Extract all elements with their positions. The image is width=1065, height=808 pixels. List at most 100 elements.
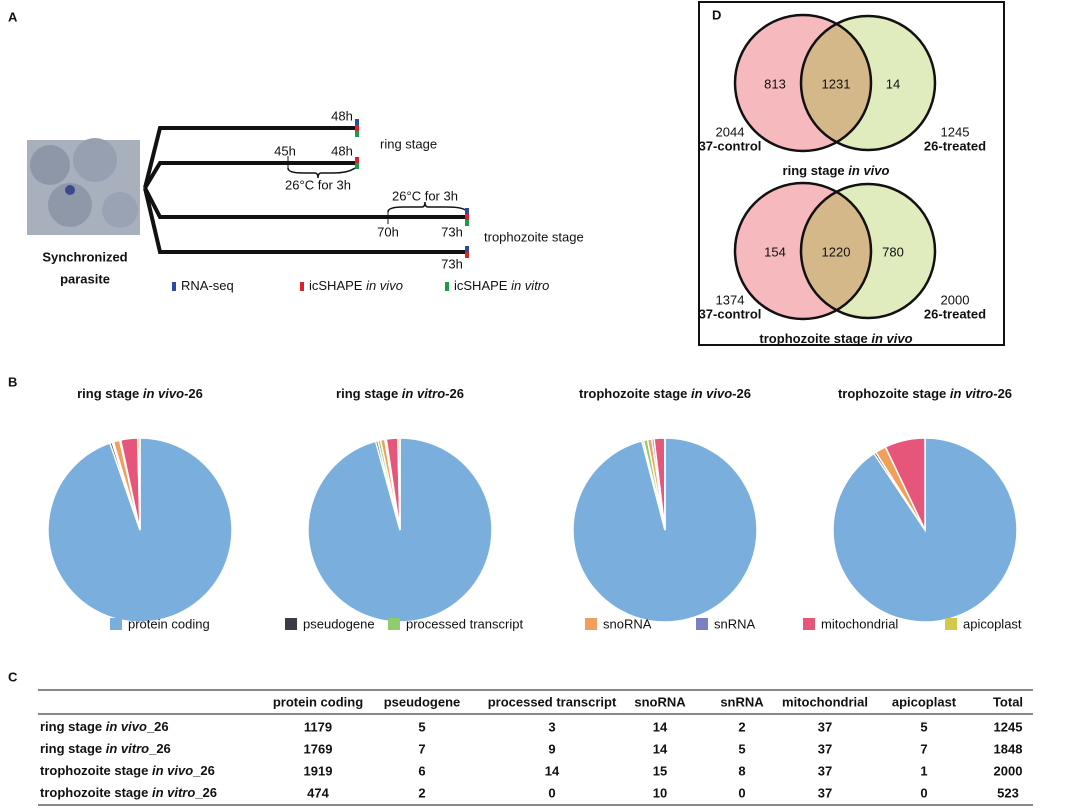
legend-label: icSHAPE in vitro — [454, 278, 549, 293]
table-cell: 15 — [653, 763, 667, 778]
venn-count: 1220 — [822, 244, 851, 259]
table-cell: 0 — [920, 785, 927, 800]
venn-caption-part: in vivo — [871, 331, 912, 346]
legend-label: mitochondrial — [821, 616, 898, 631]
row-label: ring stage in vivo_26 — [40, 719, 169, 734]
legend-label-part: in vivo — [366, 278, 403, 293]
diagram-label: 48h — [331, 143, 353, 158]
diagram-label: 48h — [331, 108, 353, 123]
table-header: protein coding — [273, 694, 363, 709]
diagram-label: trophozoite stage — [484, 229, 584, 244]
table-cell: 37 — [818, 785, 832, 800]
diagram-label: 45h — [274, 143, 296, 158]
chart-title-part: trophozoite stage — [579, 386, 691, 401]
chart-title-part: in vitro — [950, 386, 993, 401]
diagram-label: 73h — [441, 256, 463, 271]
legend-label: icSHAPE in vivo — [309, 278, 403, 293]
legend-label: RNA-seq — [181, 278, 234, 293]
chart-title-part: in vivo — [691, 386, 732, 401]
legend-swatch — [803, 618, 815, 630]
venn-count: 780 — [882, 244, 904, 259]
content: A B C D 48h 45h 48h 26°C for 3h ring stage 26°C f… — [8, 7, 1033, 806]
venn-caption: trophozoite stage in vivo — [759, 331, 912, 346]
table-cell: 1919 — [304, 763, 333, 778]
table-cell: 1245 — [994, 719, 1023, 734]
venn-set: 26-treated — [924, 138, 986, 153]
venn-box — [698, 1, 1005, 346]
venn-outline — [733, 181, 873, 321]
venn-overlap — [801, 184, 871, 318]
venn-set: 26-treated — [924, 306, 986, 321]
legend-label: snRNA — [714, 616, 756, 631]
venn-total: 2000 — [941, 292, 970, 307]
venn-total: 2044 — [716, 124, 745, 139]
legend-label: protein coding — [128, 616, 210, 631]
table-cell: 1179 — [304, 719, 332, 734]
venn-caption-part: in vivo — [848, 163, 889, 178]
pie-slice — [136, 437, 141, 531]
table-header: pseudogene — [384, 694, 461, 709]
legend-label: apicoplast — [963, 616, 1022, 631]
row-label: trophozoite stage in vivo_26 — [40, 763, 215, 778]
table-cell: 9 — [548, 741, 555, 756]
table-cell: 2 — [738, 719, 745, 734]
table-cell: 5 — [738, 741, 745, 756]
table-cell: 37 — [818, 741, 832, 756]
sample-label: parasite — [60, 271, 110, 286]
legend-swatch — [285, 618, 297, 630]
chart-title: trophozoite stage in vivo-26 — [579, 386, 751, 401]
legend-swatch — [445, 282, 449, 291]
legend-label-part: icSHAPE — [309, 278, 366, 293]
row-label-part: _26 — [146, 719, 169, 734]
chart-title-part: in vitro — [402, 386, 445, 401]
venn-count: 813 — [764, 76, 786, 91]
row-label-part: _26 — [148, 741, 171, 756]
venn-outline — [799, 14, 937, 152]
diagram-label: 70h — [377, 224, 399, 239]
table-cell: 523 — [997, 785, 1019, 800]
diagram-label: 26°C for 3h — [285, 177, 351, 192]
row-label-part: trophozoite stage — [40, 785, 152, 800]
table-cell: 6 — [418, 763, 425, 778]
timeline — [27, 126, 468, 254]
venn-outline — [799, 182, 937, 320]
table-cell: 14 — [545, 763, 560, 778]
chart-title-part: in vivo — [143, 386, 184, 401]
row-label-part: _26 — [192, 763, 215, 778]
legend-label: pseudogene — [303, 616, 375, 631]
venn-overlap — [801, 16, 871, 150]
row-label-part: ring stage — [40, 741, 106, 756]
panel-letter: A — [8, 9, 18, 24]
sample-markers — [355, 119, 469, 258]
row-label-part: in vivo — [152, 763, 193, 778]
venn-count: 14 — [886, 76, 900, 91]
table-cell: 2000 — [994, 763, 1023, 778]
row-label: trophozoite stage in vitro_26 — [40, 785, 217, 800]
table-cell: 10 — [653, 785, 667, 800]
venn-outline — [733, 13, 873, 153]
chart-title-part: trophozoite stage — [838, 386, 950, 401]
table-header: apicoplast — [892, 694, 957, 709]
row-label-part: in vitro — [106, 741, 149, 756]
table-cell: 7 — [920, 741, 927, 756]
table-cell: 37 — [818, 719, 832, 734]
table-cell: 2 — [418, 785, 425, 800]
diagram-label: 26°C for 3h — [392, 188, 458, 203]
chart-title-part: ring stage — [336, 386, 402, 401]
table-cell: 1848 — [994, 741, 1023, 756]
table-cell: 3 — [548, 719, 555, 734]
table-cell: 14 — [653, 719, 668, 734]
legend-label: processed transcript — [406, 616, 523, 631]
table-cell: 5 — [920, 719, 927, 734]
legend-label-part: RNA-seq — [181, 278, 234, 293]
table-cell: 1 — [920, 763, 927, 778]
panel-letter: B — [8, 374, 17, 389]
table-cell: 7 — [418, 741, 425, 756]
legend-label-part: in vitro — [511, 278, 549, 293]
row-label-part: _26 — [194, 785, 217, 800]
table-cell: 0 — [548, 785, 555, 800]
chart-title-part: ring stage — [77, 386, 143, 401]
chart-title-part: -26 — [445, 386, 464, 401]
legend-swatch — [300, 282, 304, 291]
